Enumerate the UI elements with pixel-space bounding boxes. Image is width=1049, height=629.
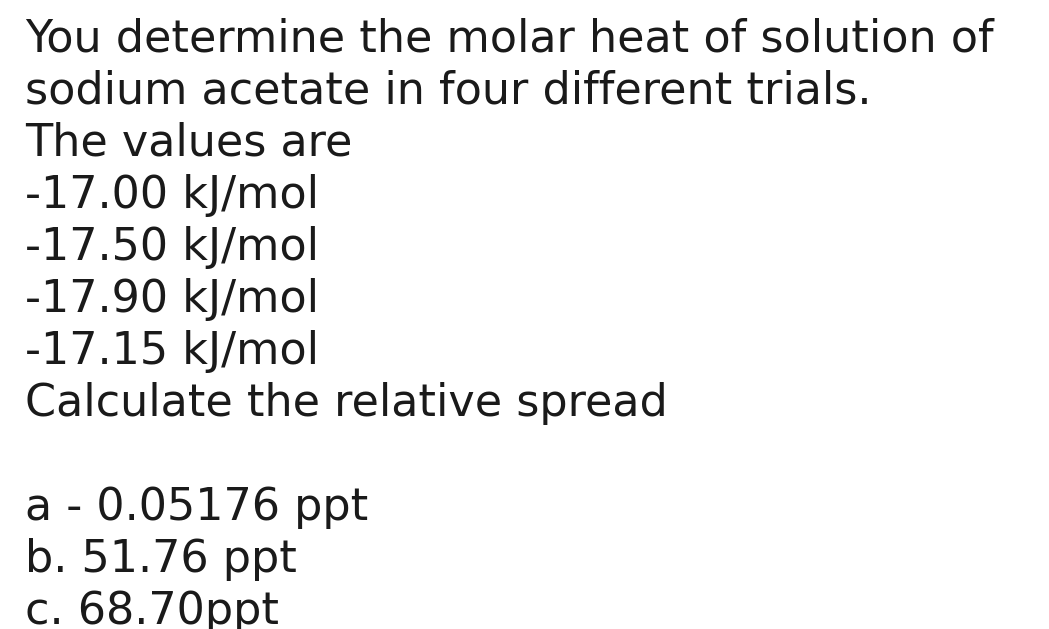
Text: c. 68.70ppt: c. 68.70ppt xyxy=(25,590,279,629)
Text: -17.50 kJ/mol: -17.50 kJ/mol xyxy=(25,226,319,269)
Text: sodium acetate in four different trials.: sodium acetate in four different trials. xyxy=(25,70,872,113)
Text: a - 0.05176 ppt: a - 0.05176 ppt xyxy=(25,486,368,529)
Text: b. 51.76 ppt: b. 51.76 ppt xyxy=(25,538,297,581)
Text: -17.00 kJ/mol: -17.00 kJ/mol xyxy=(25,174,319,217)
Text: The values are: The values are xyxy=(25,122,352,165)
Text: You determine the molar heat of solution of: You determine the molar heat of solution… xyxy=(25,18,993,61)
Text: -17.90 kJ/mol: -17.90 kJ/mol xyxy=(25,278,319,321)
Text: -17.15 kJ/mol: -17.15 kJ/mol xyxy=(25,330,319,373)
Text: Calculate the relative spread: Calculate the relative spread xyxy=(25,382,668,425)
